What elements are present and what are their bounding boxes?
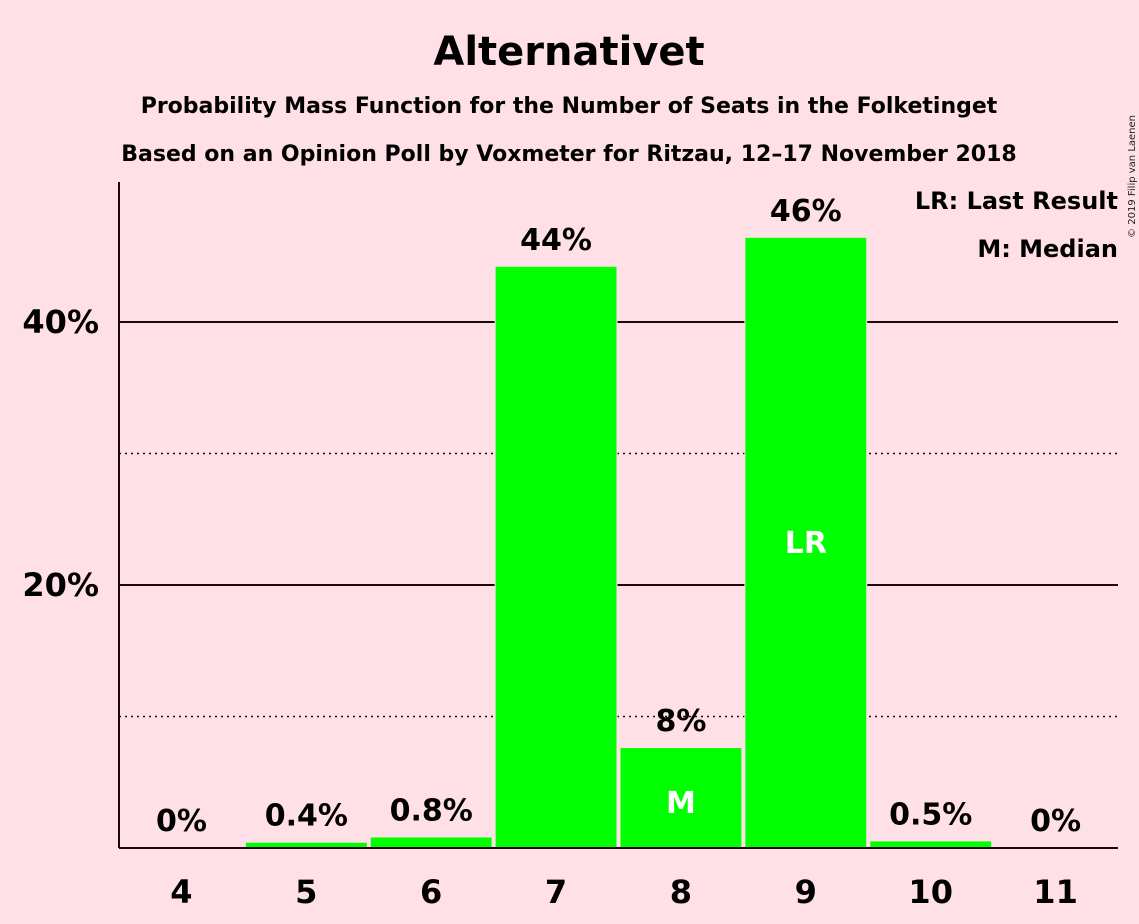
x-tick-label: 10 [908, 873, 953, 911]
grid-layer: 20% 40% [22, 303, 1118, 718]
bar [245, 842, 367, 848]
x-tick-label: 9 [795, 873, 817, 911]
data-label: 0.5% [889, 797, 972, 832]
data-label: 0.4% [265, 799, 348, 834]
axis-layer: 4 5 6 7 8 9 10 11 [118, 182, 1118, 911]
bar-marker-label: M [666, 786, 696, 821]
chart-subtitle: Probability Mass Function for the Number… [141, 94, 998, 119]
bar [745, 237, 867, 849]
data-label: 46% [770, 194, 842, 229]
bar [620, 748, 742, 848]
data-label: 0% [1030, 804, 1081, 839]
chart-title: Alternativet [433, 29, 704, 75]
label-layer: 0% 0.4% 0.8% 44% 8% M 46% LR 0.5% 0% [156, 194, 1081, 839]
legend-median: M: Median [977, 235, 1118, 263]
x-tick-label: 8 [670, 873, 692, 911]
chart-subtitle-poll: Based on an Opinion Poll by Voxmeter for… [121, 142, 1016, 167]
data-label: 44% [520, 223, 592, 258]
data-label: 8% [655, 704, 706, 739]
x-tick-label: 7 [545, 873, 567, 911]
data-label: 0.8% [390, 793, 473, 828]
copyright-notice: © 2019 Filip van Laenen [1127, 115, 1138, 238]
bar-marker-label: LR [785, 526, 827, 561]
bar [870, 841, 992, 848]
bar [495, 266, 617, 848]
bar-layer [244, 236, 993, 849]
x-tick-label: 5 [295, 873, 317, 911]
bar [370, 837, 492, 848]
y-tick-label: 40% [22, 303, 99, 341]
legend-last-result: LR: Last Result [915, 187, 1118, 215]
data-label: 0% [156, 804, 207, 839]
x-tick-label: 6 [420, 873, 442, 911]
x-tick-label: 4 [170, 873, 192, 911]
x-tick-label: 11 [1033, 873, 1078, 911]
y-tick-label: 20% [22, 566, 99, 604]
